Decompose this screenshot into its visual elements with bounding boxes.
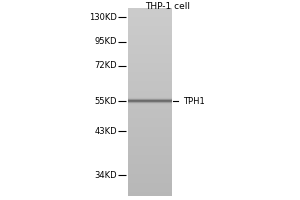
Text: 72KD: 72KD (94, 62, 117, 71)
Text: TPH1: TPH1 (183, 97, 205, 106)
Text: THP-1 cell: THP-1 cell (146, 2, 190, 11)
Text: 95KD: 95KD (94, 38, 117, 46)
Text: 34KD: 34KD (94, 170, 117, 180)
Text: 55KD: 55KD (94, 97, 117, 106)
Text: 130KD: 130KD (89, 12, 117, 21)
Text: 43KD: 43KD (94, 127, 117, 136)
